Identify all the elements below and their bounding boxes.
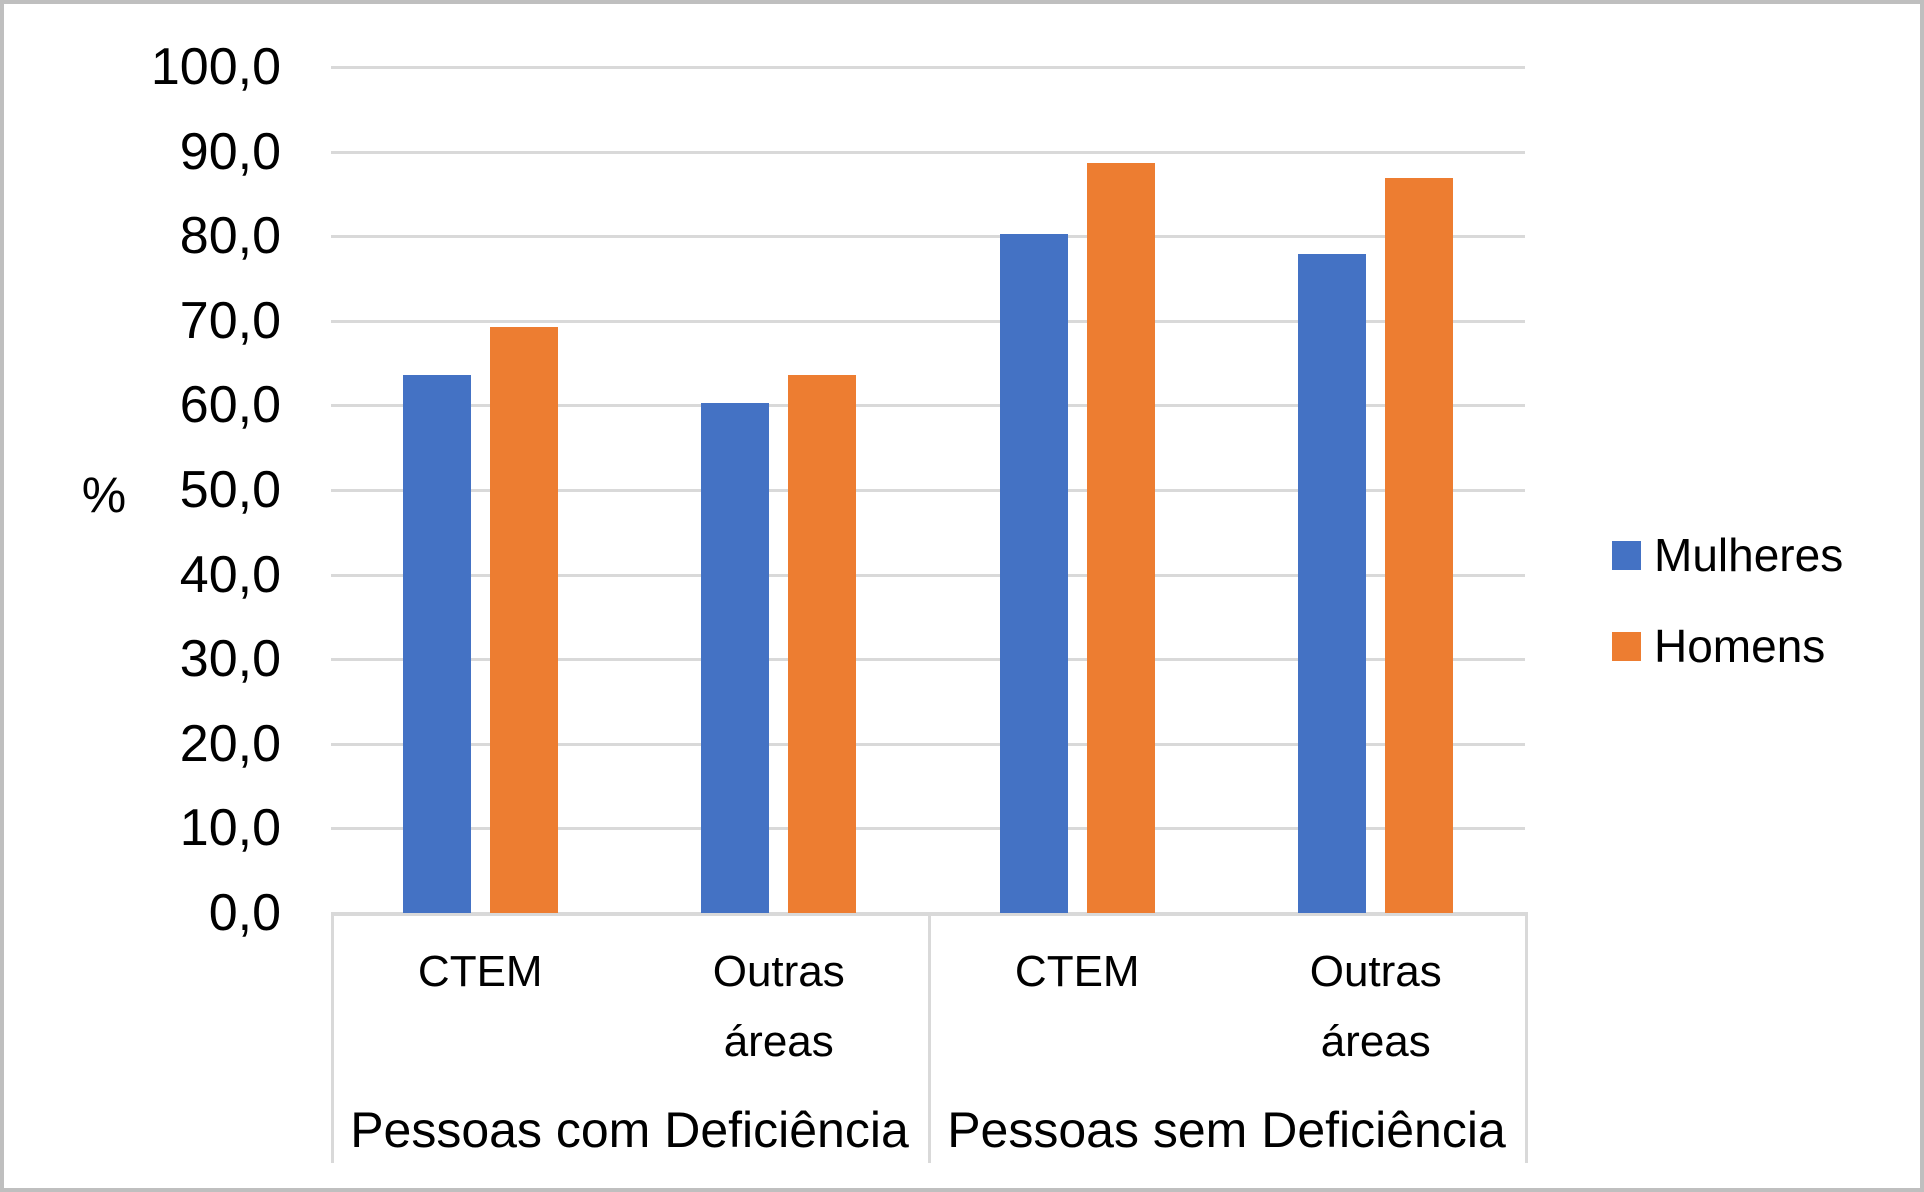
y-tick-label-70: 70,0 — [179, 291, 281, 350]
y-tick-label-80: 80,0 — [179, 207, 281, 266]
legend-swatch-mulheres — [1612, 540, 1641, 570]
gridline-10 — [331, 827, 1525, 831]
category-label-2: Outras áreas — [630, 937, 929, 1097]
y-tick-label-20: 20,0 — [179, 714, 281, 773]
gridline-60 — [331, 404, 1525, 408]
category-label-text: CTEM — [1014, 947, 1140, 996]
group-label-1: Pessoas com Deficiência — [350, 1102, 909, 1158]
group-label-2: Pessoas sem Deficiência — [947, 1102, 1506, 1158]
y-tick-label-60: 60,0 — [179, 376, 281, 435]
bar-homens-cat4 — [1385, 177, 1454, 913]
category-label-3: CTEM — [928, 937, 1227, 1097]
y-tick-label-50: 50,0 — [179, 461, 281, 519]
category-label-4: Outras áreas — [1227, 937, 1526, 1097]
y-tick-label-10: 10,0 — [179, 799, 281, 858]
category-label-text: Outras áreas — [712, 947, 845, 1066]
legend-entry-mulheres: Mulheres — [1612, 529, 1843, 581]
axis-box-border — [1525, 912, 1528, 1163]
bar-homens-cat2 — [788, 374, 857, 913]
group-divider-line — [928, 912, 931, 1163]
y-tick-label-100: 100,0 — [150, 38, 281, 96]
axis-box-border — [331, 912, 334, 1163]
plot-area — [331, 66, 1525, 916]
gridline-100 — [331, 66, 1525, 69]
legend: Mulheres Homens — [1612, 529, 1843, 711]
gridline-40 — [331, 573, 1525, 577]
gridline-70 — [331, 319, 1525, 323]
bar-mulheres-cat3 — [999, 233, 1068, 913]
y-tick-label-90: 90,0 — [179, 122, 281, 181]
category-label-1: CTEM — [331, 937, 630, 1097]
category-label-text: CTEM — [417, 947, 543, 996]
legend-label-mulheres: Mulheres — [1654, 529, 1844, 581]
legend-entry-homens: Homens — [1612, 620, 1843, 672]
category-label-text: Outras áreas — [1309, 947, 1442, 1066]
legend-swatch-homens — [1612, 631, 1641, 661]
gridline-80 — [331, 235, 1525, 239]
y-tick-label-30: 30,0 — [179, 630, 281, 689]
gridline-90 — [331, 150, 1525, 154]
bar-mulheres-cat2 — [701, 402, 770, 913]
bar-mulheres-cat1 — [402, 374, 471, 913]
gridline-30 — [331, 658, 1525, 662]
gridline-20 — [331, 742, 1525, 746]
y-axis-title: % — [81, 467, 127, 523]
bar-homens-cat3 — [1086, 162, 1155, 913]
y-tick-label-40: 40,0 — [179, 545, 281, 604]
bar-mulheres-cat4 — [1298, 253, 1367, 913]
y-tick-label-0: 0,0 — [208, 884, 281, 942]
gridline-50 — [331, 489, 1525, 492]
legend-label-homens: Homens — [1654, 620, 1826, 672]
bar-homens-cat1 — [489, 326, 558, 913]
